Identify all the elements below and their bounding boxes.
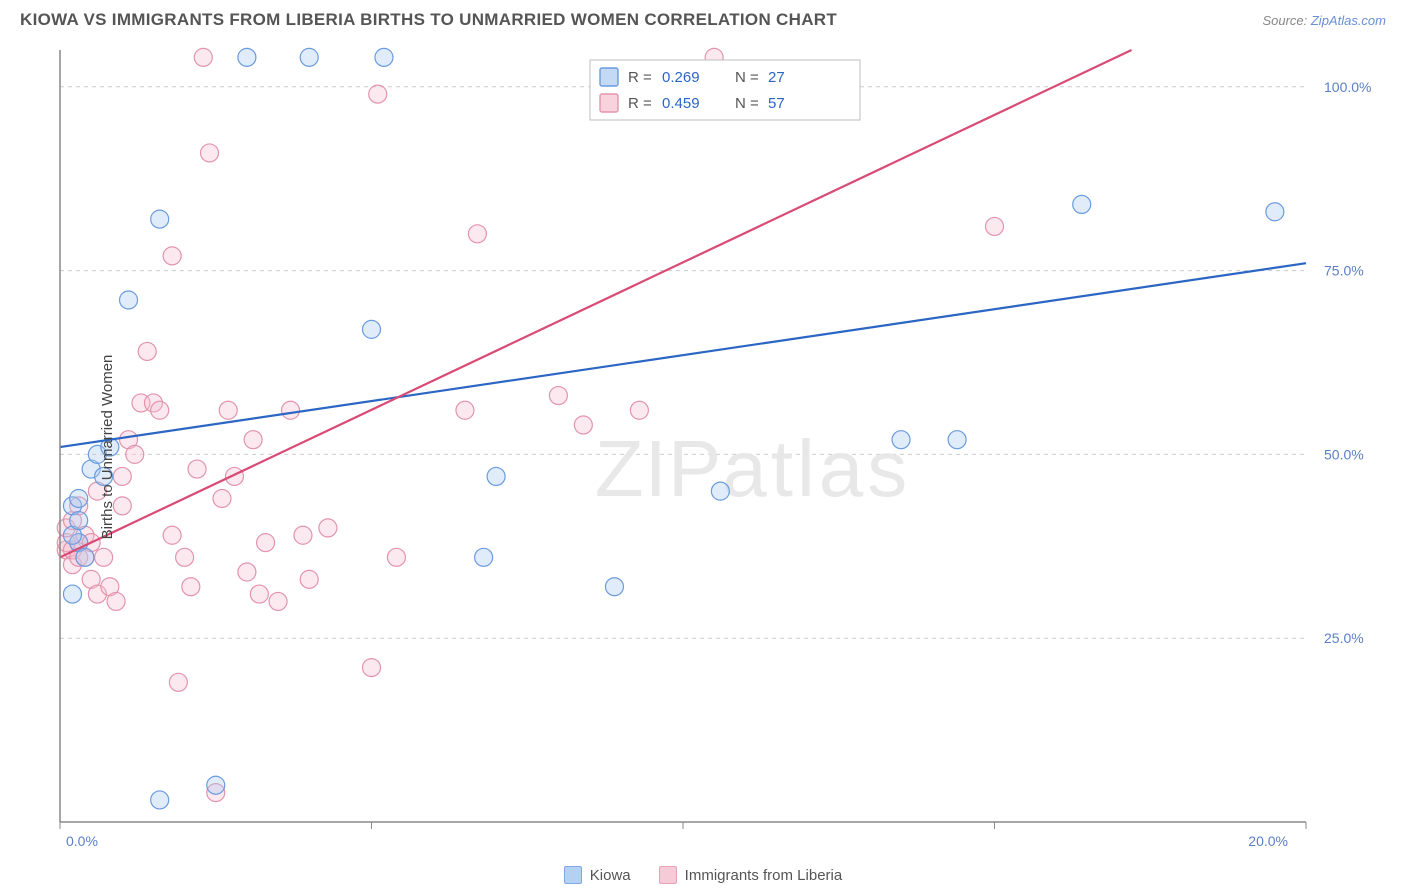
legend-swatch xyxy=(600,94,618,112)
data-point xyxy=(363,320,381,338)
data-point xyxy=(375,48,393,66)
data-point xyxy=(163,247,181,265)
data-point xyxy=(468,225,486,243)
data-point xyxy=(207,776,225,794)
source-label: Source: xyxy=(1262,13,1310,28)
data-point xyxy=(238,563,256,581)
data-point xyxy=(176,548,194,566)
legend-swatch xyxy=(659,866,677,884)
legend-n-value: 27 xyxy=(768,69,785,86)
data-point xyxy=(63,585,81,603)
legend-r-value: 0.459 xyxy=(662,95,700,112)
data-point xyxy=(1073,195,1091,213)
bottom-legend: Kiowa Immigrants from Liberia xyxy=(0,866,1406,884)
legend-n-label: N = xyxy=(735,95,759,112)
legend-r-label: R = xyxy=(628,69,652,86)
data-point xyxy=(282,401,300,419)
bottom-legend-item: Immigrants from Liberia xyxy=(659,866,843,884)
data-point xyxy=(70,489,88,507)
y-tick-label: 100.0% xyxy=(1324,79,1371,95)
data-point xyxy=(126,445,144,463)
legend-r-value: 0.269 xyxy=(662,69,700,86)
data-point xyxy=(201,144,219,162)
legend-n-value: 57 xyxy=(768,95,785,112)
data-point xyxy=(225,467,243,485)
data-point xyxy=(487,467,505,485)
y-tick-label: 75.0% xyxy=(1324,263,1364,279)
data-point xyxy=(549,387,567,405)
data-point xyxy=(1266,203,1284,221)
legend-r-label: R = xyxy=(628,95,652,112)
chart-area: Births to Unmarried Women 25.0% 50.0% 75.0… xyxy=(50,42,1396,852)
data-point xyxy=(605,578,623,596)
data-point xyxy=(107,592,125,610)
data-point xyxy=(188,460,206,478)
data-point xyxy=(250,585,268,603)
data-point xyxy=(95,548,113,566)
data-point xyxy=(76,548,94,566)
data-point xyxy=(892,431,910,449)
data-point xyxy=(182,578,200,596)
data-point xyxy=(213,489,231,507)
data-point xyxy=(163,526,181,544)
y-axis-label: Births to Unmarried Women xyxy=(99,355,116,540)
x-tick-label: 0.0% xyxy=(66,833,98,849)
data-point xyxy=(244,431,262,449)
data-point xyxy=(113,467,131,485)
y-tick-label: 25.0% xyxy=(1324,630,1364,646)
data-point xyxy=(948,431,966,449)
data-point xyxy=(387,548,405,566)
legend-swatch xyxy=(564,866,582,884)
y-tick-label: 50.0% xyxy=(1324,446,1364,462)
data-point xyxy=(294,526,312,544)
x-tick-label: 20.0% xyxy=(1248,833,1288,849)
data-point xyxy=(630,401,648,419)
data-point xyxy=(151,401,169,419)
data-point xyxy=(369,85,387,103)
legend-n-label: N = xyxy=(735,69,759,86)
data-point xyxy=(475,548,493,566)
data-point xyxy=(219,401,237,419)
legend-label: Immigrants from Liberia xyxy=(685,867,843,884)
data-point xyxy=(151,210,169,228)
data-point xyxy=(986,217,1004,235)
data-point xyxy=(120,291,138,309)
chart-title: KIOWA VS IMMIGRANTS FROM LIBERIA BIRTHS … xyxy=(20,10,837,30)
data-point xyxy=(269,592,287,610)
data-point xyxy=(169,673,187,691)
trend-line xyxy=(60,263,1306,447)
bottom-legend-item: Kiowa xyxy=(564,866,631,884)
data-point xyxy=(456,401,474,419)
data-point xyxy=(300,570,318,588)
data-point xyxy=(138,342,156,360)
legend-swatch xyxy=(600,68,618,86)
data-point xyxy=(574,416,592,434)
data-point xyxy=(257,534,275,552)
data-point xyxy=(113,497,131,515)
scatter-plot: 25.0% 50.0% 75.0% 100.0% ZIPatlas 0.0% 20.0% R … xyxy=(50,42,1396,852)
data-point xyxy=(194,48,212,66)
data-point xyxy=(151,791,169,809)
chart-header: KIOWA VS IMMIGRANTS FROM LIBERIA BIRTHS … xyxy=(0,0,1406,38)
data-point xyxy=(238,48,256,66)
source-link[interactable]: ZipAtlas.com xyxy=(1311,13,1386,28)
data-point xyxy=(70,512,88,530)
data-point xyxy=(711,482,729,500)
data-point xyxy=(300,48,318,66)
legend-label: Kiowa xyxy=(590,867,631,884)
source-attribution: Source: ZipAtlas.com xyxy=(1262,13,1386,28)
data-point xyxy=(319,519,337,537)
data-point xyxy=(363,659,381,677)
watermark: ZIPatlas xyxy=(595,424,911,513)
